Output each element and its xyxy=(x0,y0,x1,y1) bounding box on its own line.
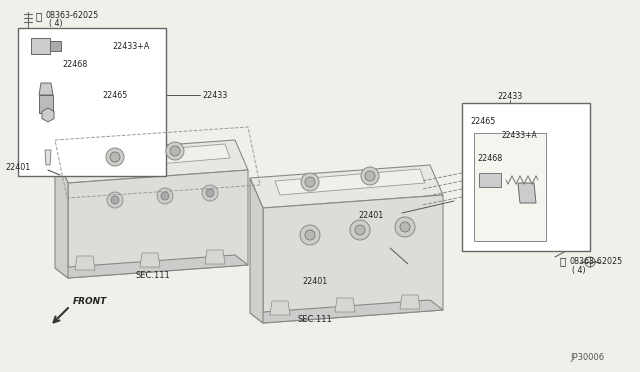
Circle shape xyxy=(161,192,169,200)
Polygon shape xyxy=(250,165,443,208)
Circle shape xyxy=(111,196,119,204)
Text: SEC.111: SEC.111 xyxy=(298,314,332,324)
Polygon shape xyxy=(80,144,230,170)
Circle shape xyxy=(157,188,173,204)
Circle shape xyxy=(106,148,124,166)
Polygon shape xyxy=(140,253,160,267)
Text: 08363-62025: 08363-62025 xyxy=(570,257,623,266)
Text: SEC.111: SEC.111 xyxy=(136,270,170,279)
Text: 22433+A: 22433+A xyxy=(112,42,149,51)
Text: 22433: 22433 xyxy=(202,90,227,99)
Text: 22433: 22433 xyxy=(497,92,523,100)
Circle shape xyxy=(170,146,180,156)
Text: ( 4): ( 4) xyxy=(49,19,63,28)
Circle shape xyxy=(400,222,410,232)
Bar xyxy=(462,103,590,251)
Polygon shape xyxy=(250,300,443,323)
Polygon shape xyxy=(55,153,68,278)
Bar xyxy=(474,133,546,241)
Circle shape xyxy=(305,230,315,240)
Polygon shape xyxy=(31,38,50,54)
Circle shape xyxy=(350,220,370,240)
Polygon shape xyxy=(75,256,95,270)
Text: JP30006: JP30006 xyxy=(570,353,604,362)
Text: 22465: 22465 xyxy=(470,116,495,125)
Polygon shape xyxy=(270,301,290,315)
Polygon shape xyxy=(205,250,225,264)
Polygon shape xyxy=(250,178,263,323)
Circle shape xyxy=(202,185,218,201)
Text: FRONT: FRONT xyxy=(73,298,108,307)
Circle shape xyxy=(365,171,375,181)
Polygon shape xyxy=(55,255,248,278)
Text: 22401: 22401 xyxy=(359,211,384,219)
Text: 22401: 22401 xyxy=(5,163,30,171)
Polygon shape xyxy=(42,108,54,122)
Text: 22465: 22465 xyxy=(102,90,127,99)
Circle shape xyxy=(305,177,315,187)
Circle shape xyxy=(166,142,184,160)
Text: 08363-62025: 08363-62025 xyxy=(46,10,99,19)
Polygon shape xyxy=(400,295,420,309)
Polygon shape xyxy=(275,169,425,195)
Circle shape xyxy=(301,173,319,191)
Circle shape xyxy=(300,225,320,245)
Circle shape xyxy=(206,189,214,197)
Text: Ⓑ: Ⓑ xyxy=(560,256,566,266)
Polygon shape xyxy=(68,170,248,278)
Polygon shape xyxy=(50,41,61,51)
Text: 22468: 22468 xyxy=(62,60,87,68)
Text: ( 4): ( 4) xyxy=(572,266,586,275)
Polygon shape xyxy=(55,140,248,183)
Polygon shape xyxy=(518,183,536,203)
Text: 22433+A: 22433+A xyxy=(502,131,538,140)
Polygon shape xyxy=(335,298,355,312)
Circle shape xyxy=(110,152,120,162)
Text: 22468: 22468 xyxy=(477,154,502,163)
Text: Ⓑ: Ⓑ xyxy=(36,11,42,21)
Polygon shape xyxy=(39,95,53,113)
Bar xyxy=(18,28,166,176)
Text: 22401: 22401 xyxy=(302,278,327,286)
Circle shape xyxy=(355,225,365,235)
Circle shape xyxy=(361,167,379,185)
Circle shape xyxy=(107,192,123,208)
Polygon shape xyxy=(45,150,51,165)
Polygon shape xyxy=(263,195,443,323)
Circle shape xyxy=(395,217,415,237)
Bar xyxy=(479,173,501,187)
Polygon shape xyxy=(39,83,53,95)
